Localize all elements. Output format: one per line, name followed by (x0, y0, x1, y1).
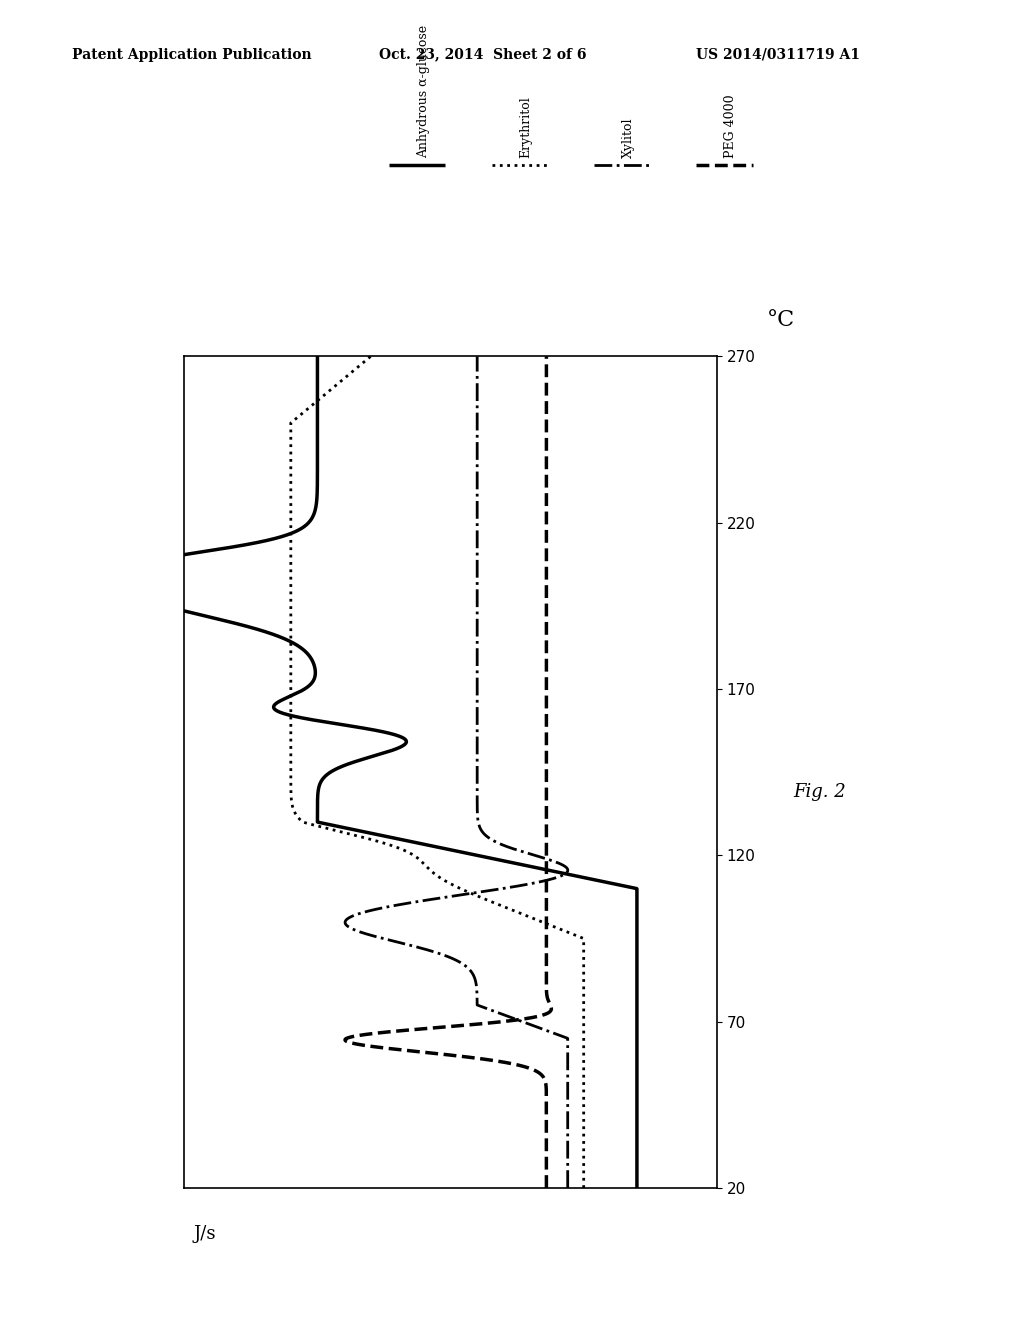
Text: J/s: J/s (194, 1225, 216, 1243)
Text: °C: °C (767, 309, 795, 331)
Text: Fig. 2: Fig. 2 (793, 783, 846, 801)
Text: Erythritol: Erythritol (519, 96, 532, 158)
Text: Oct. 23, 2014  Sheet 2 of 6: Oct. 23, 2014 Sheet 2 of 6 (379, 48, 587, 62)
Text: Anhydrous α-glucose: Anhydrous α-glucose (418, 25, 430, 158)
Text: US 2014/0311719 A1: US 2014/0311719 A1 (696, 48, 860, 62)
Text: Xylitol: Xylitol (623, 117, 635, 158)
Text: PEG 4000: PEG 4000 (725, 95, 737, 158)
Text: Patent Application Publication: Patent Application Publication (72, 48, 311, 62)
